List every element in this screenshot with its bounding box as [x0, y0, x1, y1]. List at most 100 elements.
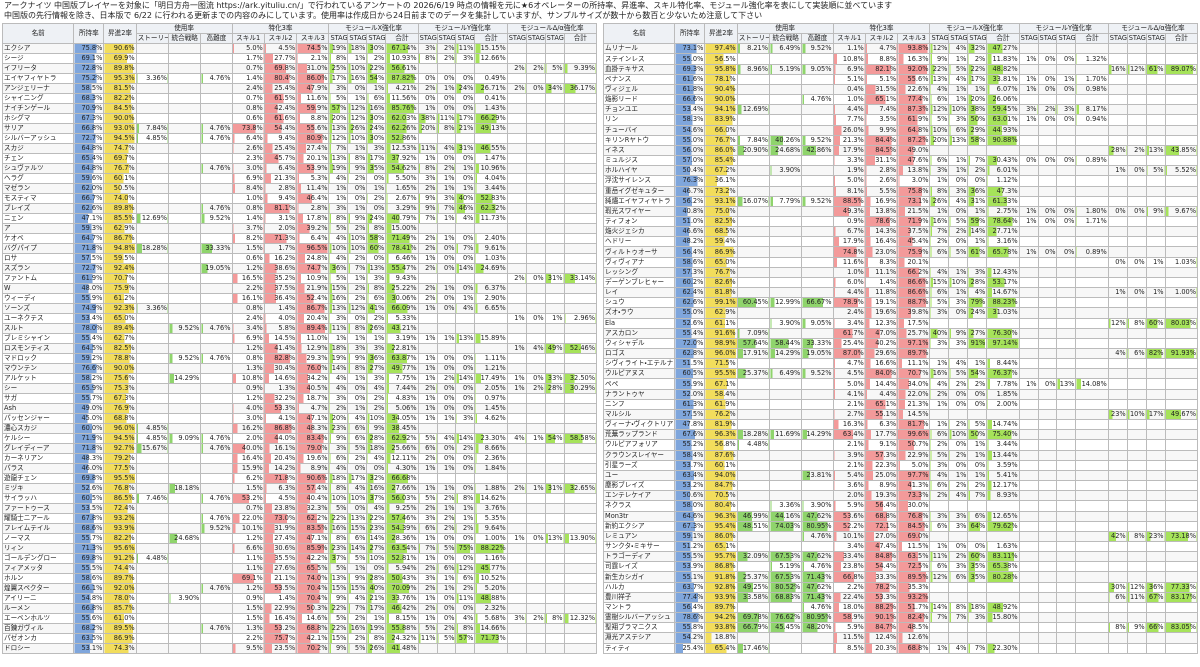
empty-cell: [801, 104, 834, 116]
rate-cell: 5.4%: [832, 469, 866, 482]
rate-cell: 30%: [366, 133, 387, 144]
empty-cell: [1107, 94, 1128, 106]
empty-cell: [525, 153, 546, 164]
rate-cell: 1.1%: [231, 553, 265, 564]
rate-cell: 2.4%: [231, 313, 265, 324]
rate-cell: 0%: [455, 553, 476, 564]
rate-cell: 92.0%: [103, 583, 137, 594]
rate-cell: 6.65%: [474, 303, 508, 314]
rate-cell: 4.85%: [135, 133, 170, 144]
rate-cell: 23.5%: [263, 643, 298, 654]
empty-cell: [200, 403, 233, 414]
column-header: 合計: [986, 33, 1020, 45]
empty-cell: [525, 113, 546, 124]
rate-cell: 80.95%: [801, 612, 834, 624]
table-row: 濃心スカジ 60.0% 96.0% 4.85% 16.2% 86.8% 48.3% 23% 6%…: [1, 423, 598, 434]
empty-cell: [1018, 43, 1039, 55]
rate-cell: 61.6%: [263, 113, 298, 124]
rate-cell: 4%: [948, 358, 969, 370]
rate-cell: 16.1%: [263, 443, 298, 454]
rate-cell: 76.2%: [704, 408, 738, 421]
empty-cell: [506, 163, 527, 174]
empty-cell: [436, 273, 457, 284]
empty-cell: [563, 513, 598, 524]
rate-cell: 28%: [366, 433, 387, 444]
empty-cell: [1145, 490, 1166, 502]
table-row: マウンテン 76.6% 90.0% 1.3% 30.4% 76.0% 14% 8% 27% 49.…: [1, 363, 598, 374]
rate-cell: 94.2%: [704, 612, 738, 624]
rate-cell: 60.0%: [73, 423, 105, 434]
rate-cell: 3%: [417, 573, 438, 584]
empty-cell: [563, 443, 598, 454]
rate-cell: 1.7%: [263, 243, 298, 254]
empty-cell: [544, 203, 565, 214]
empty-cell: [168, 133, 202, 144]
empty-cell: [1075, 581, 1109, 593]
table-row: ヴィルトゥオーサ 56.4% 86.9% 74.8% 23.0% 75.9% 6% 5% 61%…: [602, 246, 1199, 258]
rate-cell: 0%: [455, 73, 476, 84]
operator-name: 塵影ブレイズ: [602, 480, 676, 492]
rate-cell: 68.8%: [897, 642, 931, 655]
empty-cell: [948, 500, 969, 512]
empty-cell: [525, 213, 546, 224]
rate-cell: 64.6%: [674, 510, 706, 522]
empty-cell: [1164, 307, 1199, 319]
rate-cell: 48.3%: [296, 423, 330, 434]
rate-cell: 2%: [455, 583, 476, 594]
rate-cell: 1.80%: [1075, 205, 1109, 217]
rate-cell: 16.4%: [263, 613, 298, 624]
empty-cell: [1164, 642, 1199, 655]
rate-cell: 3.3%: [832, 155, 866, 167]
empty-cell: [506, 263, 527, 274]
empty-cell: [1107, 226, 1128, 238]
rate-cell: 2%: [1126, 144, 1147, 157]
empty-cell: [544, 243, 565, 254]
rate-cell: 14.2%: [263, 463, 298, 474]
table-row: 引星ラーズ 53.7% 60.1% 2.1% 22.3% 5.0% 3% 0% 0% 3.59%: [602, 459, 1199, 471]
empty-cell: [1075, 601, 1109, 614]
empty-cell: [544, 503, 565, 514]
rate-cell: 7.84%: [736, 134, 771, 146]
rate-cell: 1%: [506, 313, 527, 324]
empty-cell: [506, 183, 527, 194]
empty-cell: [736, 480, 771, 492]
rate-cell: 1%: [347, 333, 368, 344]
rate-cell: 90.88%: [986, 134, 1020, 146]
rate-cell: 9.25%: [385, 503, 419, 514]
empty-cell: [769, 73, 803, 85]
rate-cell: 19%: [366, 623, 387, 634]
rate-cell: 5.06%: [385, 403, 419, 414]
rate-cell: 5%: [328, 273, 349, 284]
header-row: ストーリー統合戦略高難度スキル1スキル2スキル3STAGE1STAGE2STAG…: [604, 33, 1199, 45]
empty-cell: [1126, 551, 1147, 563]
table-row: ヘラグ 59.6% 60.1% 6.9% 21.3% 5.3% 4% 2% 0% 5.50% 3% 1…: [1, 173, 598, 184]
empty-cell: [769, 327, 803, 339]
table-row: パッセンジャー 45.0% 68.8% 3.0% 4.1% 47.1% 20% 4% 10% 34…: [1, 413, 598, 424]
empty-cell: [474, 473, 508, 484]
rate-cell: 77.4%: [674, 591, 706, 603]
rate-cell: 27%: [366, 543, 387, 554]
empty-cell: [474, 63, 508, 74]
rate-cell: 30.0%: [897, 500, 931, 512]
rate-cell: 43.85%: [1164, 144, 1199, 157]
empty-cell: [135, 463, 170, 474]
rate-cell: 96.0%: [103, 423, 137, 434]
empty-cell: [544, 413, 565, 424]
empty-cell: [1056, 297, 1077, 309]
rate-cell: 46.7%: [674, 185, 706, 197]
rate-cell: 20%: [328, 413, 349, 424]
empty-cell: [168, 123, 202, 134]
rate-cell: 36%: [967, 185, 988, 197]
rate-cell: 36.1%: [704, 175, 738, 187]
rate-cell: 1%: [417, 353, 438, 364]
empty-cell: [506, 93, 527, 104]
empty-cell: [525, 223, 546, 234]
rate-cell: 14.29%: [769, 347, 803, 360]
empty-cell: [544, 53, 565, 64]
empty-cell: [1056, 195, 1077, 207]
rate-cell: 4.7%: [832, 358, 866, 370]
empty-cell: [1018, 530, 1039, 542]
rate-cell: 22.4%: [832, 591, 866, 603]
empty-cell: [168, 563, 202, 574]
operator-name: 重岳イグゼキュター: [602, 185, 676, 197]
